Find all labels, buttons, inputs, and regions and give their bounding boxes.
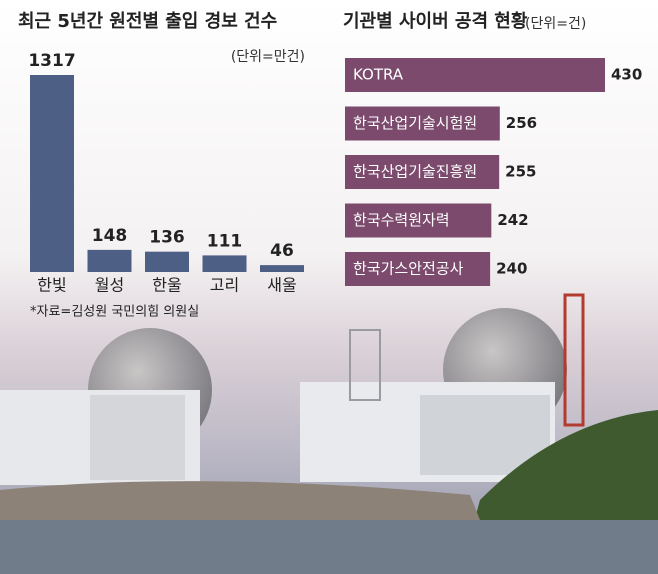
value-label: 430 — [611, 66, 642, 84]
category-label: 한국가스안전공사 — [353, 260, 464, 278]
value-label: 240 — [496, 260, 527, 278]
value-label: 256 — [506, 114, 537, 132]
bar — [345, 203, 492, 238]
bar — [345, 58, 605, 92]
chart-title: 최근 5년간 원전별 출입 경보 건수 — [18, 10, 277, 32]
bar — [202, 255, 247, 272]
category-label: 한국산업기술진흥원 — [353, 163, 477, 181]
value-label: 46 — [270, 241, 294, 261]
category-label: 월성 — [95, 276, 124, 295]
value-label: 242 — [497, 211, 528, 229]
category-label: 고리 — [210, 276, 239, 295]
category-label: 한빛 — [37, 276, 66, 295]
bar — [345, 155, 500, 189]
bar — [345, 106, 500, 141]
source: *자료=김성원 국민의힘 의원실 — [30, 305, 199, 320]
unit-label: (단위=만건) — [231, 49, 305, 65]
chart-title: 기관별 사이버 공격 현황 — [343, 11, 528, 32]
category-label: 새울 — [267, 276, 296, 295]
value-label: 1317 — [28, 51, 75, 71]
unit-label: (단위=건) — [525, 16, 586, 32]
category-label: 한국수력원자력 — [353, 211, 450, 229]
bar — [87, 249, 132, 272]
category-label: KOTRA — [353, 66, 404, 84]
value-label: 148 — [92, 226, 128, 246]
value-label: 136 — [149, 228, 185, 248]
bar — [260, 265, 304, 272]
bar — [345, 252, 491, 286]
category-label: 한울 — [152, 276, 181, 295]
value-label: 111 — [207, 231, 243, 251]
category-label: 한국산업기술시험원 — [353, 114, 477, 132]
bar — [145, 251, 189, 272]
bar — [30, 75, 74, 272]
chart-right: 기관별 사이버 공격 현황 (단위=건) KOTRA 430 한국산업기술시험원 25… — [343, 11, 642, 286]
value-label: 255 — [505, 163, 536, 181]
chart-left: 최근 5년간 원전별 출입 경보 건수 (단위=만건) *자료=김성원 국민의힘… — [18, 10, 305, 320]
